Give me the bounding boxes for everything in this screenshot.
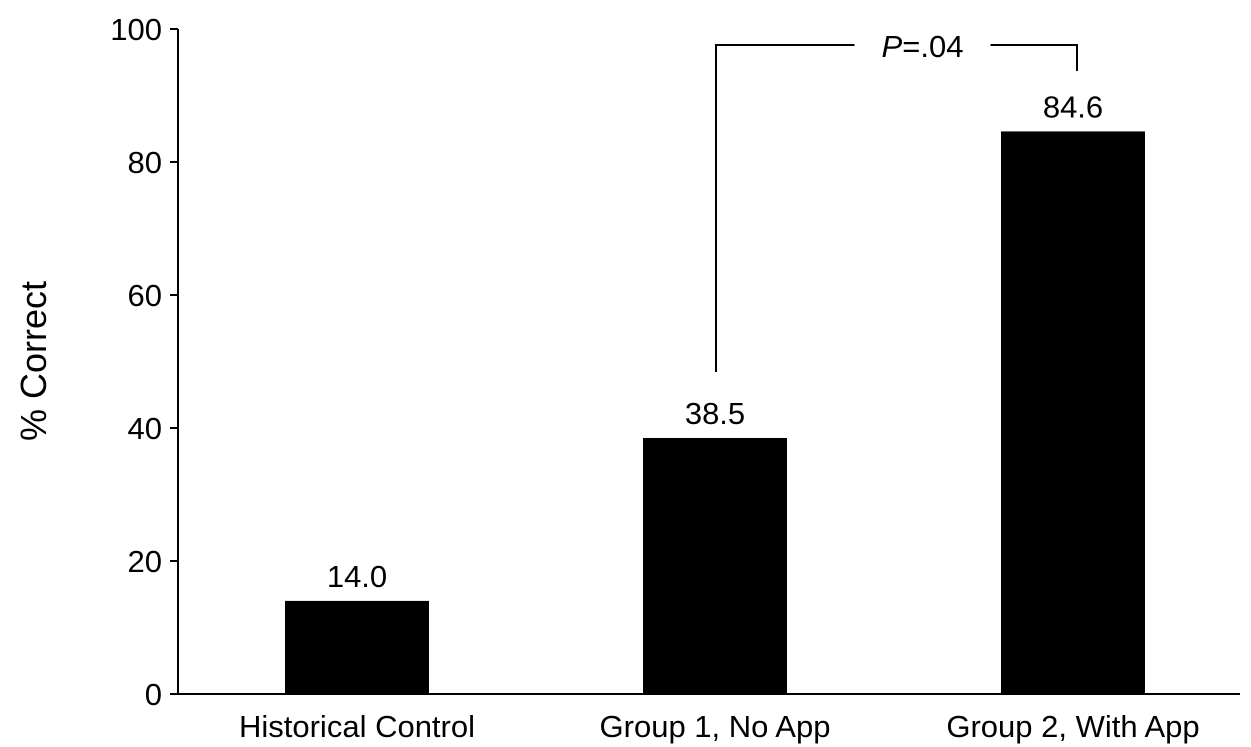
data-labels: 14.0 38.5 84.6 bbox=[327, 89, 1103, 593]
category-label: Historical Control bbox=[239, 709, 475, 744]
y-axis-title: % Correct bbox=[13, 281, 54, 441]
y-tick-label: 100 bbox=[110, 12, 162, 47]
bar bbox=[285, 600, 429, 694]
significance-bracket-left bbox=[715, 44, 855, 372]
y-tick-label: 80 bbox=[128, 145, 162, 180]
significance-bracket: P=.04 bbox=[715, 29, 1078, 372]
bars bbox=[285, 131, 1145, 694]
bar bbox=[643, 437, 787, 694]
y-tick-label: 60 bbox=[128, 278, 162, 313]
bar-value-label: 38.5 bbox=[685, 396, 745, 431]
bar bbox=[1001, 131, 1145, 694]
p-value-prefix: P bbox=[882, 29, 903, 64]
y-tick-label: 0 bbox=[145, 677, 162, 712]
p-value-text: =.04 bbox=[902, 29, 963, 64]
bar-value-label: 14.0 bbox=[327, 559, 387, 594]
significance-bracket-right bbox=[990, 44, 1078, 71]
category-label: Group 1, No App bbox=[600, 709, 831, 744]
bar-value-label: 84.6 bbox=[1043, 89, 1103, 124]
y-tick-label: 40 bbox=[128, 411, 162, 446]
p-value-label: P=.04 bbox=[882, 29, 964, 64]
category-labels: Historical Control Group 1, No App Group 2… bbox=[239, 709, 1200, 744]
category-label: Group 2, With App bbox=[946, 709, 1199, 744]
y-tick-label: 20 bbox=[128, 544, 162, 579]
y-axis-ticks: 0 20 40 60 80 100 bbox=[110, 12, 178, 712]
